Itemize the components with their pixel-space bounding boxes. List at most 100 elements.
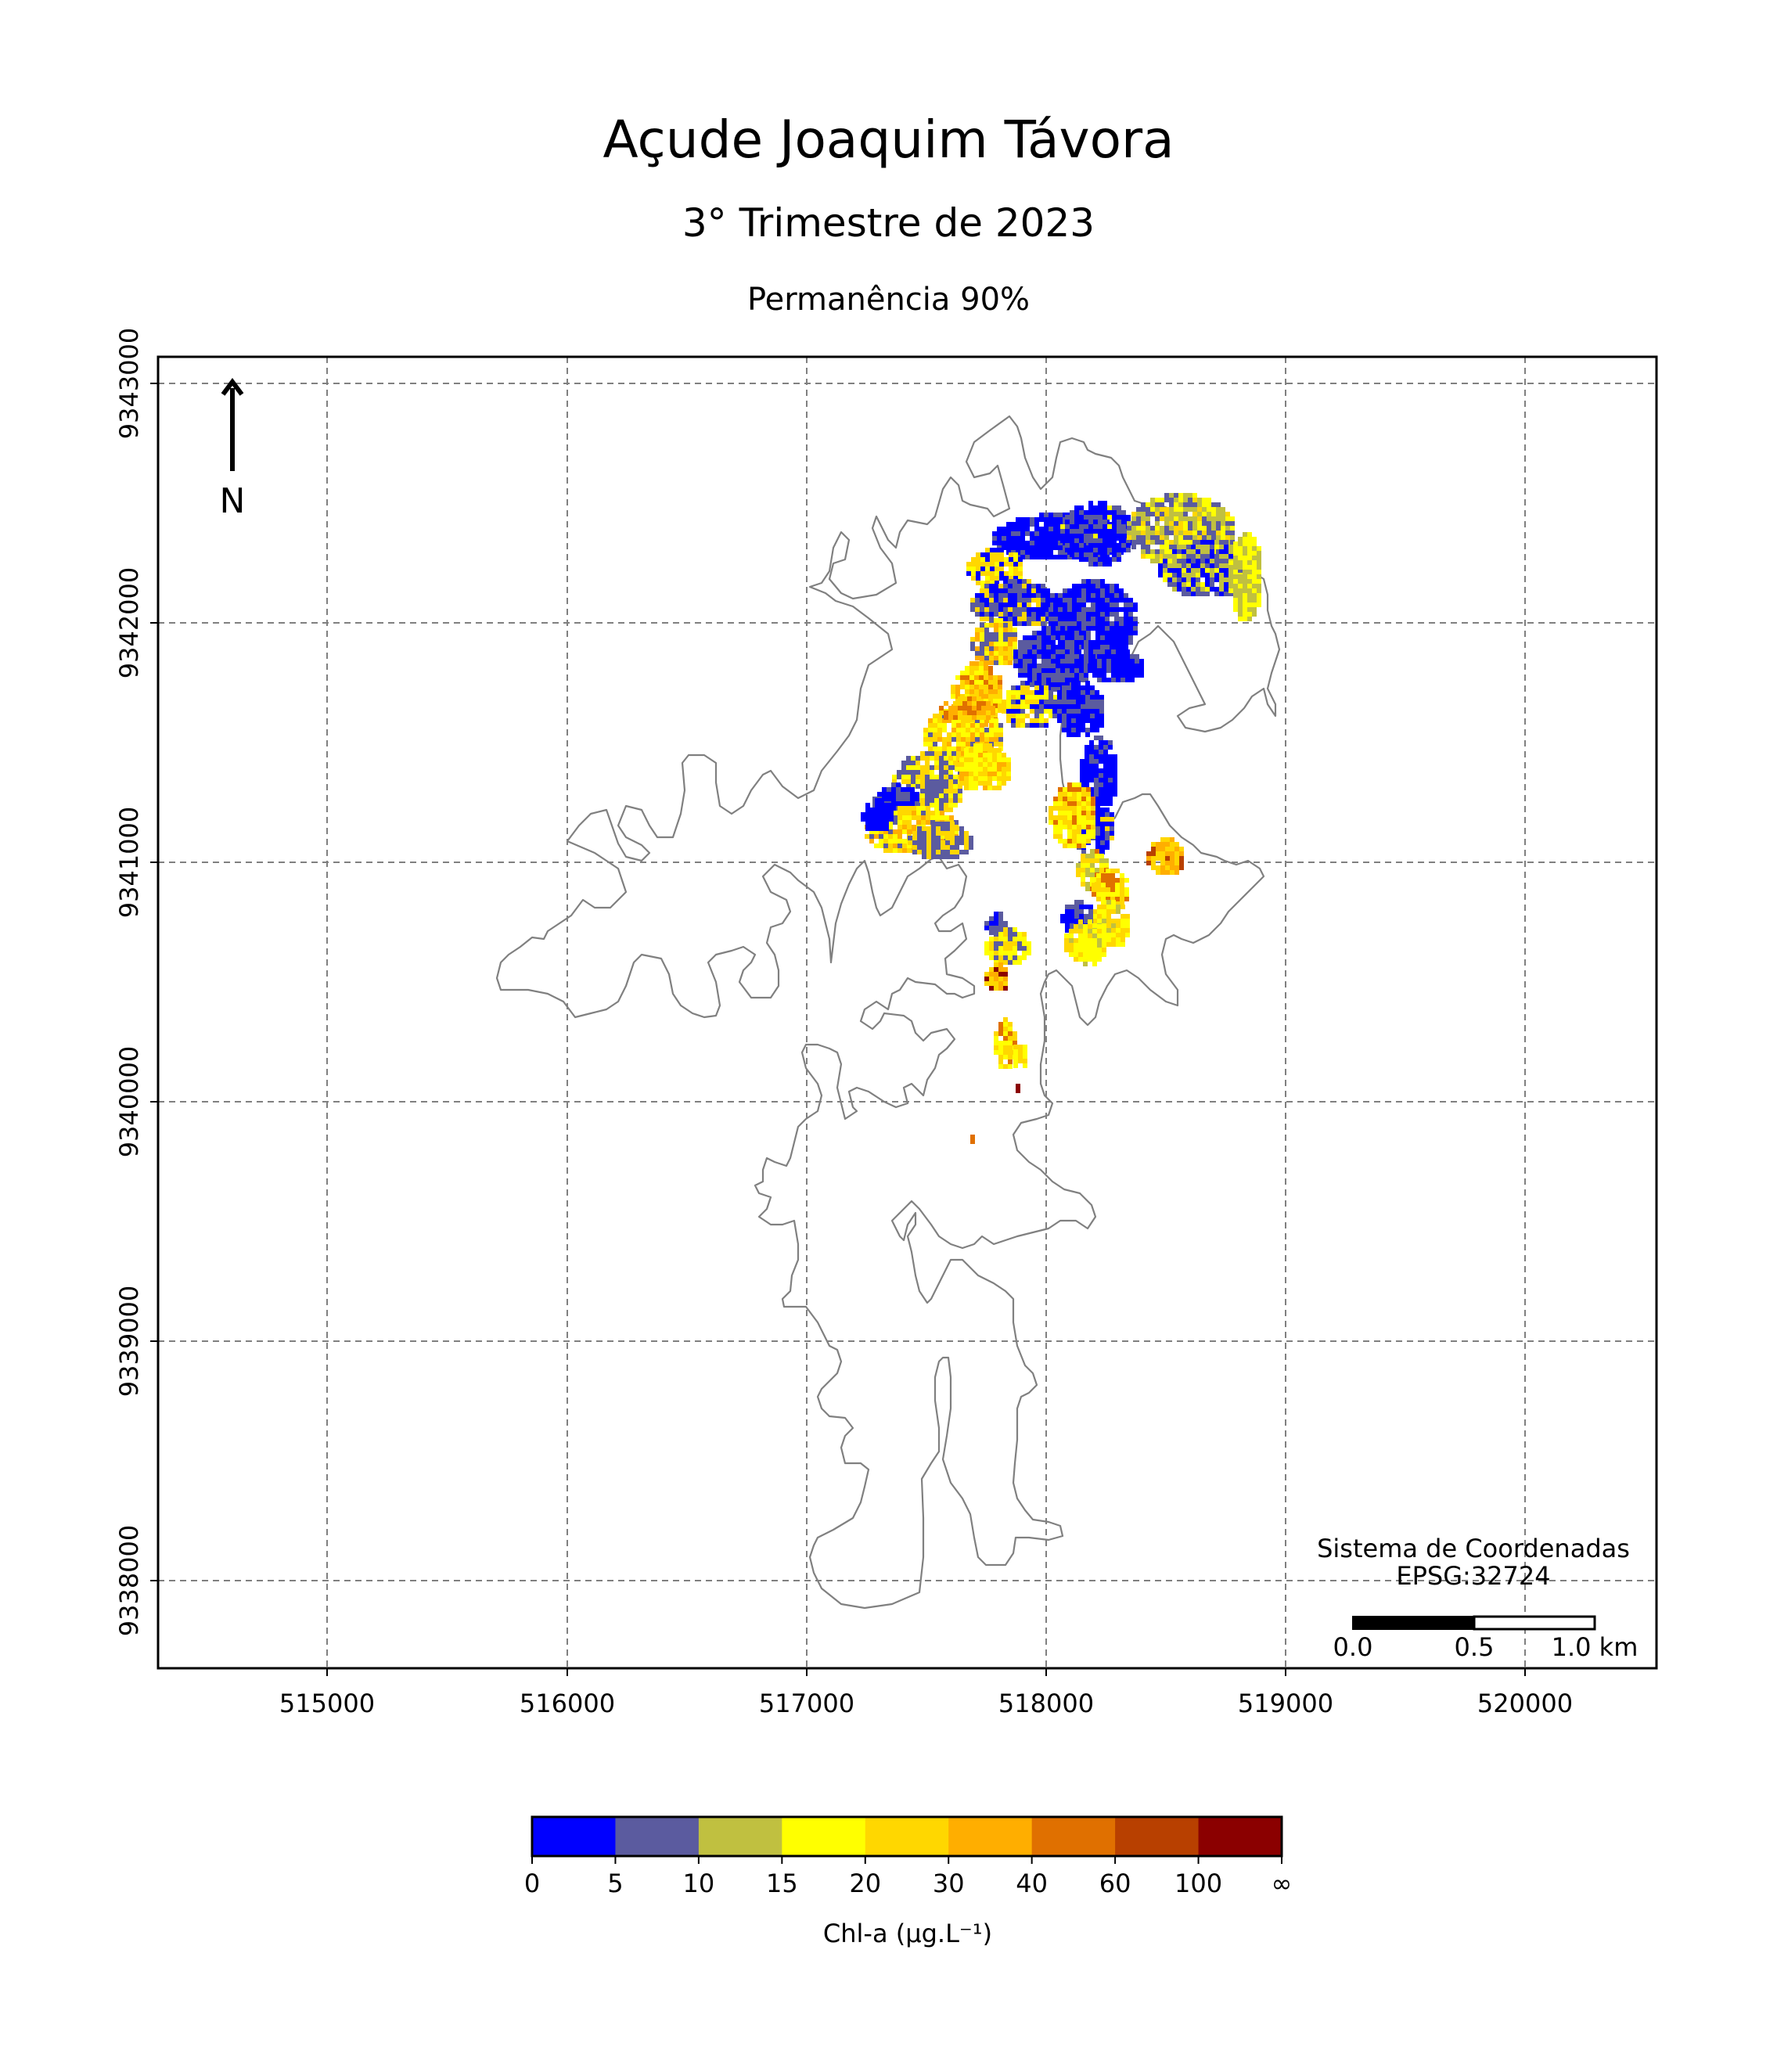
raster-pixel <box>984 722 988 727</box>
raster-pixel <box>976 581 980 585</box>
raster-pixel <box>1163 559 1167 563</box>
raster-pixel <box>1072 584 1077 588</box>
raster-pixel <box>989 723 994 728</box>
raster-pixel <box>1013 612 1017 617</box>
raster-pixel <box>1106 923 1111 928</box>
raster-pixel <box>1110 607 1114 612</box>
raster-pixel <box>969 757 973 762</box>
raster-pixel <box>975 603 980 607</box>
raster-pixel <box>1106 883 1110 887</box>
raster-pixel <box>1097 664 1102 668</box>
raster-pixel <box>947 732 951 737</box>
raster-pixel <box>1088 914 1093 919</box>
raster-pixel <box>1125 664 1130 668</box>
raster-pixel <box>907 815 912 820</box>
raster-pixel <box>958 789 962 793</box>
raster-pixel <box>1065 631 1070 635</box>
raster-pixel <box>940 834 944 839</box>
raster-pixel <box>1053 536 1058 541</box>
raster-pixel <box>1084 515 1088 520</box>
raster-pixel <box>935 811 940 815</box>
raster-pixel <box>959 767 964 772</box>
raster-pixel <box>1078 919 1083 924</box>
raster-pixel <box>937 714 942 718</box>
raster-pixel <box>1067 811 1072 815</box>
raster-pixel <box>1205 554 1210 559</box>
raster-pixel <box>1210 540 1214 545</box>
raster-pixel <box>1188 498 1192 502</box>
raster-pixel <box>1095 849 1099 854</box>
raster-pixel <box>1252 603 1257 607</box>
raster-pixel <box>1160 554 1164 559</box>
raster-pixel <box>969 776 973 781</box>
raster-pixel <box>875 826 880 831</box>
raster-pixel <box>1099 745 1103 750</box>
scale-bar-segment-black <box>1352 1616 1475 1630</box>
raster-pixel <box>1027 635 1032 640</box>
raster-pixel <box>1100 845 1105 850</box>
raster-pixel <box>1099 782 1103 787</box>
raster-pixel <box>893 815 897 820</box>
raster-pixel <box>1125 933 1130 937</box>
raster-pixel <box>1058 555 1063 559</box>
raster-pixel <box>1113 773 1117 778</box>
raster-pixel <box>1106 933 1111 937</box>
raster-pixel <box>1110 640 1114 645</box>
raster-pixel <box>888 848 893 853</box>
raster-pixel <box>1113 778 1117 782</box>
raster-pixel <box>1238 537 1243 541</box>
raster-pixel <box>1008 628 1013 632</box>
raster-pixel <box>1091 607 1095 612</box>
raster-pixel <box>931 826 936 831</box>
raster-pixel <box>1216 516 1221 521</box>
raster-pixel <box>1004 562 1009 567</box>
raster-pixel <box>1011 723 1016 728</box>
raster-pixel <box>870 808 875 812</box>
raster-pixel <box>1060 654 1065 659</box>
raster-pixel <box>1150 512 1155 516</box>
raster-pixel <box>1205 540 1210 545</box>
raster-pixel <box>1141 502 1146 507</box>
raster-pixel <box>1252 560 1257 565</box>
raster-pixel <box>998 1055 1003 1059</box>
raster-pixel <box>988 685 993 689</box>
raster-pixel <box>865 803 870 808</box>
raster-pixel <box>1191 554 1196 559</box>
raster-pixel <box>926 826 931 831</box>
raster-pixel <box>1105 617 1110 621</box>
raster-pixel <box>1125 928 1130 933</box>
raster-pixel <box>1045 598 1050 603</box>
raster-pixel <box>936 836 941 840</box>
raster-pixel <box>942 728 947 732</box>
raster-pixel <box>1085 782 1089 787</box>
raster-pixel <box>1036 617 1041 621</box>
raster-pixel <box>1119 588 1124 593</box>
raster-pixel <box>1013 1045 1018 1049</box>
raster-pixel <box>865 808 870 812</box>
raster-pixel <box>920 751 925 756</box>
raster-pixel <box>1031 598 1036 603</box>
raster-pixel <box>1086 806 1091 811</box>
raster-pixel <box>970 1135 975 1139</box>
raster-pixel <box>1058 612 1063 617</box>
raster-pixel <box>1032 635 1037 640</box>
raster-pixel <box>1064 943 1069 948</box>
colorbar-tick-label: 20 <box>849 1869 881 1898</box>
raster-pixel <box>980 623 984 628</box>
raster-pixel <box>980 603 984 607</box>
raster-pixel <box>1022 579 1027 584</box>
raster-pixel <box>1008 660 1013 665</box>
raster-pixel <box>1081 714 1085 718</box>
raster-pixel <box>1210 582 1214 587</box>
raster-pixel <box>974 685 979 689</box>
raster-pixel <box>1100 603 1105 607</box>
raster-pixel <box>989 623 994 628</box>
raster-pixel <box>1095 817 1100 822</box>
raster-pixel <box>1110 878 1115 883</box>
raster-pixel <box>948 803 953 808</box>
raster-pixel <box>1057 695 1062 700</box>
raster-pixel <box>984 675 988 680</box>
raster-pixel <box>1086 635 1091 640</box>
raster-pixel <box>965 689 969 694</box>
raster-pixel <box>1020 704 1025 709</box>
